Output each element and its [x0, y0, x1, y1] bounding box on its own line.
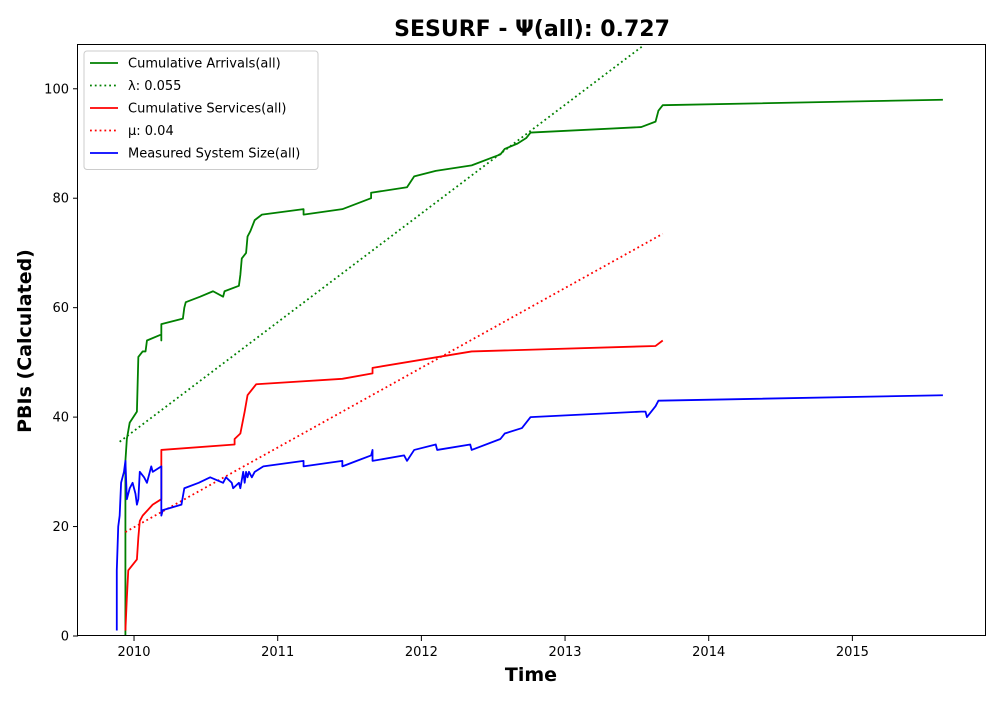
y-tick-label: 20: [52, 520, 69, 535]
y-tick-label: 0: [61, 630, 69, 645]
series-layer: [115, 45, 943, 636]
series-line-1: [119, 45, 645, 443]
chart-title: SESURF - Ψ(all): 0.727: [394, 17, 670, 42]
legend: Cumulative Arrivals(all) λ: 0.055 Cumulati…: [83, 50, 319, 170]
legend-box: [83, 50, 319, 170]
x-tick-label: 2011: [261, 645, 294, 660]
y-axis-label: PBIs (Calculated): [14, 249, 36, 433]
series-line-4: [115, 394, 943, 631]
y-tick-label: 40: [52, 411, 69, 426]
legend-label: Measured System Size(all): [128, 147, 300, 162]
plot-frame: [77, 44, 986, 636]
legend-label: Cumulative Arrivals(all): [128, 57, 281, 72]
y-tick-label: 100: [44, 82, 69, 97]
y-tick-label: 80: [52, 192, 69, 207]
series-line-3: [124, 233, 664, 533]
y-tick-label: 60: [52, 301, 69, 316]
x-tick-label: 2012: [405, 645, 438, 660]
series-line-0: [124, 98, 943, 636]
x-axis-label: Time: [505, 664, 557, 686]
ticks-layer: 2010 2011 2012 2013 2014 2015 0 20 40 60 80 100: [44, 82, 869, 660]
legend-label: μ: 0.04: [128, 124, 174, 139]
x-tick-label: 2015: [836, 645, 869, 660]
series-line-2: [124, 339, 664, 631]
x-tick-label: 2010: [117, 645, 150, 660]
x-tick-label: 2014: [692, 645, 725, 660]
legend-label: Cumulative Services(all): [128, 102, 286, 117]
legend-label: λ: 0.055: [128, 79, 181, 94]
x-tick-label: 2013: [548, 645, 581, 660]
